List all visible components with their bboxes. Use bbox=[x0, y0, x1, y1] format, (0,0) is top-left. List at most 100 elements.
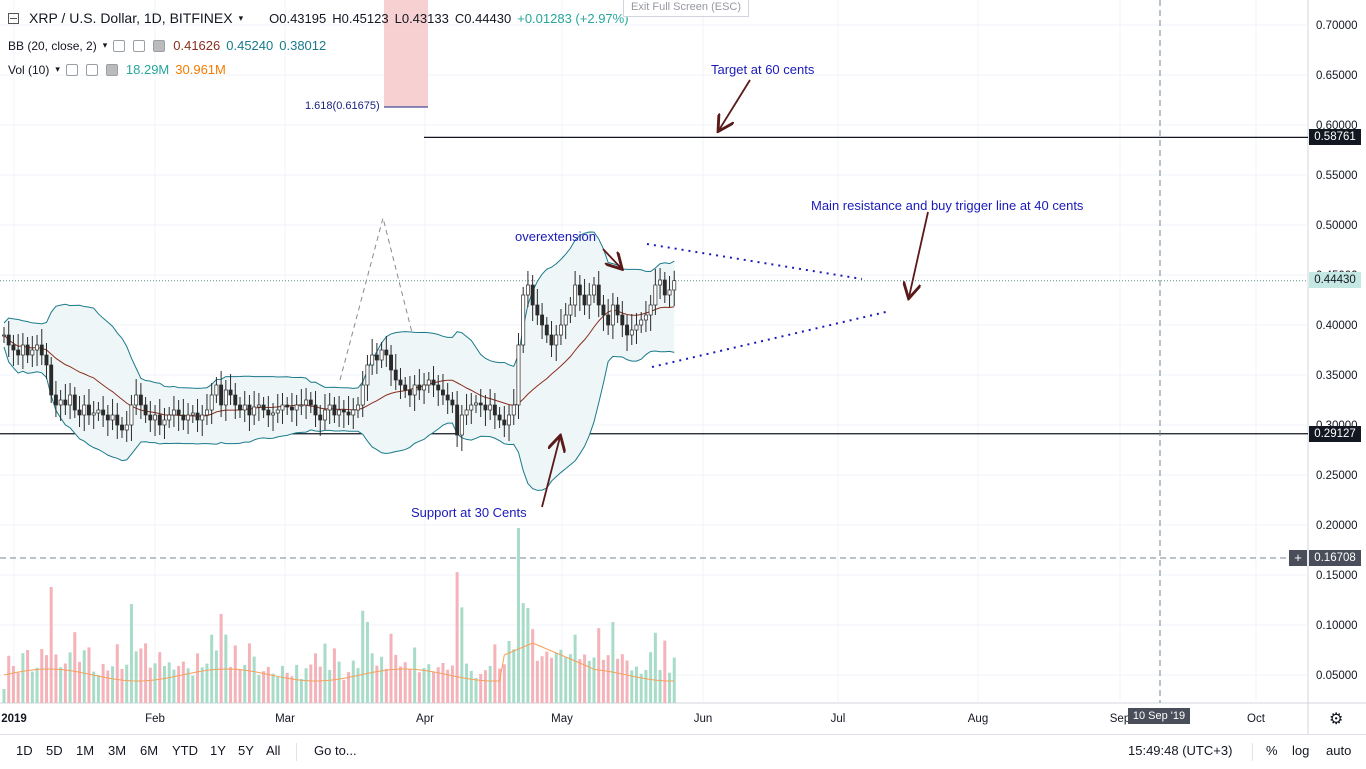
range-1m[interactable]: 1M bbox=[76, 743, 95, 758]
volume-bar bbox=[214, 650, 218, 703]
candle-body bbox=[455, 404, 460, 436]
percent-toggle[interactable]: % bbox=[1266, 743, 1278, 758]
range-all[interactable]: All bbox=[266, 743, 281, 758]
ohlc-close: C0.44430 bbox=[454, 10, 512, 26]
eye-icon[interactable] bbox=[65, 63, 78, 76]
x-tick-label: Feb bbox=[145, 713, 165, 725]
candle-body bbox=[134, 394, 139, 406]
log-toggle[interactable]: log bbox=[1292, 743, 1310, 758]
y-tick-label: 0.05000 bbox=[1316, 670, 1358, 682]
volume-bar bbox=[233, 645, 237, 703]
candle-body bbox=[238, 404, 242, 411]
range-5y[interactable]: 5Y bbox=[238, 743, 254, 758]
volume-bar bbox=[351, 660, 355, 703]
candle-body bbox=[540, 314, 545, 326]
volume-bar bbox=[323, 643, 327, 703]
auto-toggle[interactable]: auto bbox=[1326, 743, 1352, 758]
volume-bar bbox=[129, 604, 133, 703]
candle-body bbox=[667, 289, 672, 296]
collapse-icon[interactable] bbox=[8, 12, 19, 24]
settings-icon[interactable] bbox=[85, 63, 98, 76]
volume-bar bbox=[535, 660, 539, 703]
volume-bar bbox=[583, 654, 587, 703]
range-1d[interactable]: 1D bbox=[16, 743, 33, 758]
candle-body bbox=[549, 334, 554, 346]
fib-label: 1.618(0.61675) bbox=[305, 100, 380, 112]
close-icon[interactable] bbox=[153, 39, 166, 52]
volume-bar bbox=[639, 673, 643, 703]
candle-body bbox=[365, 364, 370, 386]
x-tick-label: Mar bbox=[275, 713, 295, 725]
range-3m[interactable]: 3M bbox=[108, 743, 127, 758]
candle-body bbox=[186, 414, 191, 421]
gear-icon[interactable]: ⚙ bbox=[1329, 711, 1344, 728]
volume-bar bbox=[134, 651, 138, 703]
y-tick-label: 0.40000 bbox=[1316, 320, 1358, 332]
crosshair-date-label: 10 Sep '19 bbox=[1128, 708, 1190, 724]
bb-fill bbox=[4, 231, 675, 491]
volume-bar bbox=[554, 653, 558, 703]
volume-bar bbox=[144, 643, 148, 703]
crosshair-plus-icon[interactable]: + bbox=[1289, 550, 1307, 566]
ohlc-low: L0.43133 bbox=[394, 10, 449, 26]
candle-body bbox=[115, 414, 120, 426]
x-tick-label: May bbox=[551, 713, 573, 725]
settings-icon[interactable] bbox=[133, 39, 146, 52]
volume-bar bbox=[427, 664, 431, 703]
vol-label[interactable]: Vol (10) bbox=[8, 62, 50, 77]
y-tick-label: 0.65000 bbox=[1316, 70, 1358, 82]
volume-bar bbox=[616, 658, 620, 703]
candle-body bbox=[44, 354, 49, 366]
triangle-upper-line bbox=[646, 243, 863, 280]
volume-bar bbox=[177, 665, 181, 703]
candle-body bbox=[407, 389, 412, 396]
eye-icon[interactable] bbox=[113, 39, 126, 52]
candle-body bbox=[72, 394, 77, 411]
candle-body bbox=[129, 404, 134, 426]
volume-bar bbox=[87, 647, 91, 703]
volume-bar bbox=[545, 651, 549, 703]
volume-bar bbox=[78, 661, 82, 703]
goto-button[interactable]: Go to... bbox=[314, 743, 357, 758]
candle-body bbox=[82, 404, 87, 416]
candle-body bbox=[20, 344, 25, 356]
chevron-down-icon[interactable]: ▾ bbox=[102, 40, 108, 50]
candle-body bbox=[596, 284, 601, 306]
range-ytd[interactable]: YTD bbox=[172, 743, 198, 758]
candle-body bbox=[105, 414, 110, 421]
volume-bar bbox=[40, 649, 44, 703]
candle-body bbox=[412, 384, 417, 396]
volume-bar bbox=[68, 652, 72, 703]
candle-body bbox=[511, 404, 516, 416]
candle-body bbox=[91, 412, 96, 416]
candle-body bbox=[148, 414, 153, 421]
close-icon[interactable] bbox=[105, 63, 118, 76]
candle-body bbox=[577, 284, 582, 296]
candle-body bbox=[233, 394, 238, 406]
candle-body bbox=[25, 344, 30, 356]
volume-bar bbox=[540, 656, 544, 703]
candle-body bbox=[195, 412, 200, 421]
volume-bar bbox=[290, 676, 294, 703]
candle-body bbox=[469, 404, 474, 411]
volume-bar bbox=[413, 647, 417, 703]
candle-body bbox=[327, 404, 332, 411]
candle-body bbox=[417, 384, 422, 391]
chevron-down-icon[interactable]: ▾ bbox=[55, 64, 60, 74]
range-5d[interactable]: 5D bbox=[46, 743, 63, 758]
chevron-down-icon[interactable]: ▾ bbox=[238, 12, 244, 23]
volume-bar bbox=[479, 673, 483, 703]
range-1y[interactable]: 1Y bbox=[210, 743, 226, 758]
volume-bar bbox=[7, 655, 11, 703]
range-6m[interactable]: 6M bbox=[140, 743, 159, 758]
exit-fullscreen-button[interactable]: Exit Full Screen (ESC) bbox=[623, 0, 749, 17]
candle-body bbox=[653, 284, 658, 306]
volume-bar bbox=[597, 628, 601, 703]
volume-bar bbox=[205, 663, 209, 703]
volume-bar bbox=[455, 572, 459, 703]
candle-body bbox=[662, 279, 667, 296]
bb-label[interactable]: BB (20, close, 2) bbox=[8, 38, 97, 53]
volume-bar bbox=[101, 663, 105, 703]
symbol-title[interactable]: XRP / U.S. Dollar, 1D, BITFINEX bbox=[29, 10, 233, 26]
